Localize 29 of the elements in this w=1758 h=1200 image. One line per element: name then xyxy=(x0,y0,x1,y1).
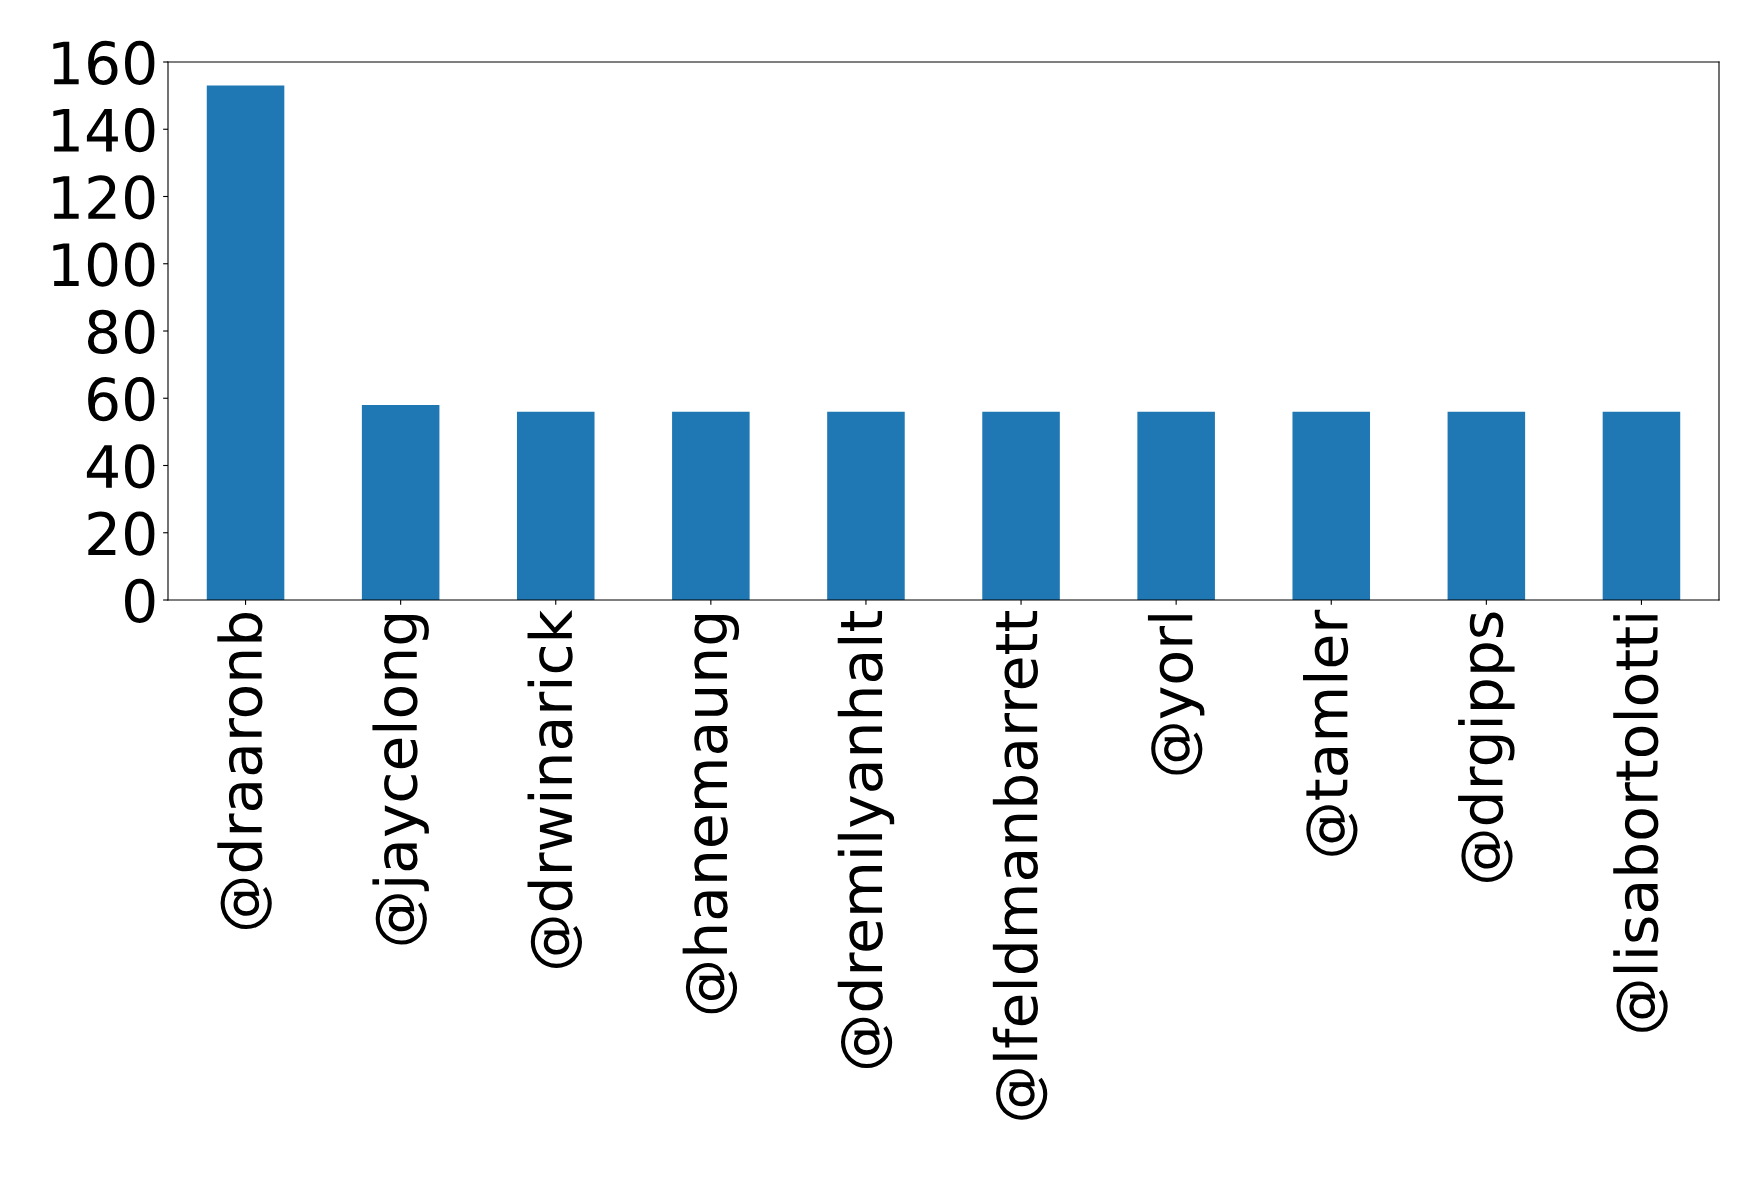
x-tick-label: @drgipps xyxy=(1458,612,1515,882)
y-tick-label: 120 xyxy=(53,175,155,220)
y-tick-label: 60 xyxy=(88,377,155,422)
bar xyxy=(516,411,595,600)
bar xyxy=(1602,411,1681,600)
bar xyxy=(206,85,285,600)
y-tick-label: 40 xyxy=(86,444,155,489)
bar xyxy=(1447,411,1526,600)
bar xyxy=(361,404,440,600)
x-tick-label: @lisabortolotti xyxy=(1613,615,1668,1032)
x-tick-label: @dremilyanhalt xyxy=(837,611,895,1069)
x-tick-label: @tamler xyxy=(1303,609,1358,856)
x-tick-label: @draaronb xyxy=(217,612,272,930)
bar xyxy=(1292,411,1371,600)
y-tick-label: 100 xyxy=(53,242,155,287)
y-tick-label: 20 xyxy=(88,511,155,556)
x-tick-label: @jaycelong xyxy=(372,615,429,945)
bar xyxy=(1137,411,1215,600)
y-tick-label: 160 xyxy=(53,40,155,85)
x-tick-label: @lfeldmanbarrett xyxy=(992,611,1048,1120)
x-tick-label: @yorl xyxy=(1147,615,1205,775)
x-tick-label: @drwinarick xyxy=(527,609,582,968)
bar xyxy=(827,411,905,600)
x-tick-label: @hanemaung xyxy=(682,615,740,1014)
bar xyxy=(982,411,1060,600)
y-tick-label: 0 xyxy=(125,578,155,623)
y-tick-label: 80 xyxy=(88,309,155,354)
bar xyxy=(672,411,750,600)
y-tick-label: 140 xyxy=(53,108,155,153)
